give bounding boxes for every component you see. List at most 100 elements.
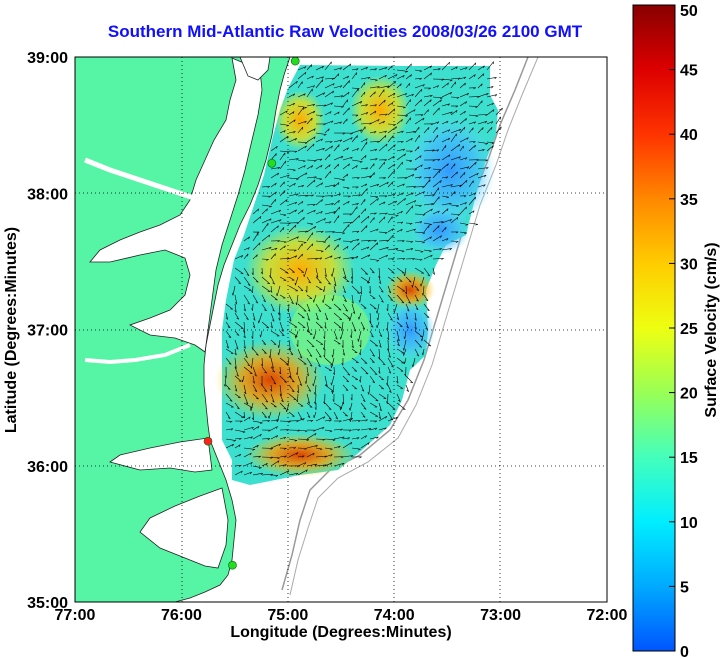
- velocity-vector: [360, 384, 365, 392]
- velocity-vector: [243, 330, 246, 339]
- velocity-vector: [306, 243, 314, 251]
- vector-arrowhead: [272, 370, 275, 373]
- velocity-vector: [369, 330, 374, 338]
- vector-arrowhead: [236, 347, 239, 350]
- vector-arrowhead: [272, 282, 275, 285]
- vector-arrowhead: [288, 421, 291, 423]
- velocity-vector: [432, 187, 440, 197]
- vector-arrowhead: [247, 302, 250, 305]
- vector-arrowhead: [320, 164, 323, 168]
- velocity-vector: [396, 69, 408, 72]
- velocity-vector: [387, 200, 397, 206]
- velocity-vector: [297, 107, 305, 116]
- velocity-vector: [368, 384, 371, 395]
- velocity-vector: [270, 443, 281, 449]
- vector-arrowhead: [393, 163, 396, 167]
- velocity-vector: [387, 181, 394, 188]
- velocity-vector: [333, 199, 340, 206]
- velocity-vector: [378, 246, 389, 251]
- vector-arrowhead: [437, 210, 440, 214]
- vector-arrowhead: [422, 117, 425, 121]
- velocity-vector: [432, 127, 438, 134]
- velocity-vector: [378, 99, 386, 107]
- vector-arrowhead: [356, 203, 359, 206]
- velocity-vector: [288, 339, 291, 350]
- velocity-vector: [396, 105, 406, 108]
- vector-arrowhead: [339, 336, 341, 340]
- velocity-vector: [378, 143, 388, 152]
- vector-arrowhead: [374, 68, 377, 71]
- velocity-vector: [369, 86, 380, 89]
- velocity-vector: [486, 121, 494, 125]
- velocity-vector: [477, 93, 489, 98]
- vector-arrowhead: [401, 141, 404, 144]
- velocity-vector: [243, 436, 253, 440]
- velocity-vector: [351, 230, 360, 233]
- vector-arrowhead: [384, 232, 388, 234]
- velocity-vector: [394, 303, 398, 313]
- velocity-vector: [288, 193, 299, 197]
- velocity-vector: [387, 384, 392, 393]
- velocity-vector: [279, 199, 288, 206]
- velocity-vector: [351, 194, 361, 197]
- velocity-vector: [450, 156, 461, 161]
- vector-arrowhead: [310, 64, 312, 68]
- velocity-vector: [333, 193, 341, 197]
- velocity-vector: [369, 427, 378, 431]
- velocity-vector: [450, 216, 459, 224]
- velocity-vector: [234, 465, 242, 467]
- vector-arrowhead: [267, 186, 270, 188]
- velocity-vector: [351, 68, 359, 71]
- vector-arrowhead: [321, 66, 324, 69]
- vector-arrowhead: [330, 454, 333, 457]
- velocity-vector: [288, 438, 298, 441]
- velocity-vector: [297, 366, 299, 376]
- vector-arrowhead: [375, 158, 378, 161]
- velocity-vector: [315, 147, 325, 152]
- vector-arrowhead: [387, 85, 390, 88]
- vector-arrowhead: [464, 82, 466, 86]
- velocity-vector: [270, 321, 273, 329]
- velocity-vector: [369, 195, 379, 198]
- velocity-vector: [360, 267, 368, 275]
- velocity-vector: [341, 321, 344, 331]
- velocity-vector: [405, 138, 413, 143]
- velocity-vector: [351, 339, 354, 348]
- vector-arrowhead: [350, 455, 353, 458]
- vector-arrowhead: [255, 354, 259, 356]
- velocity-vector: [252, 312, 256, 321]
- vector-arrowhead: [251, 336, 254, 339]
- vector-arrowhead: [404, 373, 406, 377]
- vector-arrowhead: [313, 111, 316, 114]
- velocity-vector: [414, 258, 423, 260]
- velocity-vector: [252, 375, 255, 384]
- vector-arrowhead: [408, 281, 412, 283]
- velocity-vector: [225, 384, 231, 390]
- velocity-vector: [324, 102, 333, 107]
- vector-arrowhead: [416, 299, 419, 302]
- velocity-vector: [252, 420, 263, 424]
- velocity-vector: [279, 110, 288, 116]
- vector-arrowhead: [428, 87, 431, 90]
- velocity-vector: [468, 222, 478, 225]
- vector-arrowhead: [333, 372, 335, 375]
- velocity-vector: [441, 82, 449, 89]
- vector-arrowhead: [330, 462, 333, 465]
- vector-arrowhead: [324, 464, 327, 467]
- vector-arrowhead: [337, 244, 339, 248]
- vector-arrowhead: [314, 226, 316, 229]
- vector-arrowhead: [331, 274, 333, 277]
- velocity-vector: [378, 181, 389, 188]
- vector-arrowhead: [416, 289, 420, 291]
- velocity-vector: [450, 81, 456, 89]
- vector-arrowhead: [290, 353, 294, 356]
- vector-arrowhead: [232, 292, 234, 296]
- velocity-vector: [378, 161, 385, 170]
- vector-arrowhead: [329, 164, 331, 168]
- vector-arrowhead: [425, 327, 428, 330]
- vector-arrowhead: [266, 208, 268, 212]
- velocity-vector: [396, 210, 403, 215]
- velocity-vector: [441, 137, 450, 143]
- vector-arrowhead: [345, 389, 349, 391]
- vector-arrowhead: [405, 317, 409, 320]
